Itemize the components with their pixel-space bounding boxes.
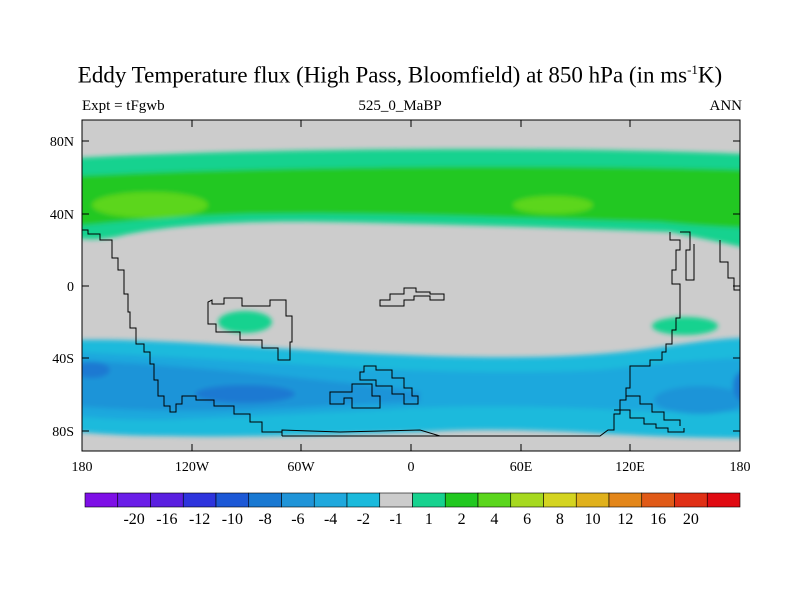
colorbar-swatch xyxy=(215,492,250,508)
colorbar-swatch xyxy=(117,492,151,508)
colorbar-swatch xyxy=(608,492,643,508)
nh-max-west xyxy=(92,192,208,218)
experiment-label: Expt = tFgwb xyxy=(82,98,165,114)
colorbar-label: 16 xyxy=(650,511,666,528)
lon-label: 120W xyxy=(175,460,210,475)
colorbar-swatch xyxy=(379,492,413,508)
colorbar-swatch xyxy=(313,492,348,508)
colorbar-label: -6 xyxy=(291,511,304,528)
lat-label: 80N xyxy=(50,135,74,150)
colorbar-label: -20 xyxy=(123,511,144,528)
nh-max-east xyxy=(513,196,593,214)
coast-far-east xyxy=(719,240,740,291)
tropical-patch-west xyxy=(218,311,272,333)
colorbar-label: -2 xyxy=(357,511,370,528)
lon-label: 120E xyxy=(615,460,645,475)
coast-southern-continent xyxy=(282,300,681,437)
colorbar-label: -16 xyxy=(156,511,177,528)
colorbar-label: 20 xyxy=(683,511,699,528)
colorbar-label: -12 xyxy=(189,511,210,528)
colorbar-swatch xyxy=(248,492,282,508)
colorbar-swatch xyxy=(182,492,217,508)
colorbar-swatch xyxy=(412,492,446,508)
lat-label: 0 xyxy=(67,280,74,295)
coast-americas xyxy=(82,229,283,436)
island-west xyxy=(207,297,293,361)
colorbar-swatch xyxy=(346,492,381,508)
coast-east-island-2 xyxy=(626,395,681,426)
lat-label: 80S xyxy=(52,425,74,440)
contour-field xyxy=(82,120,740,451)
sh-max-central xyxy=(195,385,295,403)
colorbar-swatch xyxy=(641,492,675,508)
colorbar-label: 6 xyxy=(523,511,531,528)
colorbar-label: -10 xyxy=(222,511,243,528)
coastlines xyxy=(82,229,740,437)
tropical-patch-east xyxy=(652,317,718,335)
lat-label: 40S xyxy=(52,352,74,367)
colorbar-label: 1 xyxy=(425,511,433,528)
island-tropical-east xyxy=(379,287,445,307)
plot-title: Eddy Temperature flux (High Pass, Bloomf… xyxy=(77,62,723,88)
colorbar-swatch xyxy=(575,492,610,508)
colorbar-labels: -20 -16 -12 -10 -8 -6 -4 -2 -1 1 2 4 6 8 10 12 16 20 xyxy=(123,511,698,528)
colorbar-label: -4 xyxy=(324,511,337,528)
colorbar-swatch xyxy=(444,492,479,508)
lon-label: 180 xyxy=(730,460,751,475)
colorbar-label: -8 xyxy=(258,511,271,528)
island-sh-central xyxy=(329,383,381,409)
axis-ticks xyxy=(81,120,741,451)
coast-asia-east-2 xyxy=(680,231,695,281)
lon-label: 0 xyxy=(408,460,415,475)
coast-east-island xyxy=(614,409,685,433)
season-label: ANN xyxy=(709,98,743,114)
lon-label: 180 xyxy=(72,460,93,475)
colorbar-label: 8 xyxy=(556,511,564,528)
colorbar-swatch xyxy=(706,492,741,508)
coast-west-africa xyxy=(281,429,441,437)
sh-max-west xyxy=(82,362,110,378)
lat-label: 40N xyxy=(50,208,74,223)
island-sh-central-2 xyxy=(359,365,419,405)
colorbar-label: 2 xyxy=(458,511,466,528)
colorbar-label: 12 xyxy=(617,511,633,528)
colorbar-label: 10 xyxy=(585,511,601,528)
colorbar-swatch xyxy=(477,492,512,508)
sh-east-edge xyxy=(733,371,740,401)
colorbar-swatch xyxy=(150,492,184,508)
lat-labels: 80N 40N 0 40S 80S xyxy=(50,135,74,440)
lon-label: 60W xyxy=(287,460,315,475)
colorbar-swatch xyxy=(84,492,119,508)
sh-east-core xyxy=(654,386,740,414)
colorbar-label: 4 xyxy=(490,511,498,528)
coast-asia-east xyxy=(669,232,681,300)
colorbar-swatch xyxy=(674,492,708,508)
nh-main-band xyxy=(82,166,740,228)
colorbar-swatch xyxy=(543,492,577,508)
colorbar xyxy=(84,492,741,508)
lon-labels: 180 120W 60W 0 60E 120E 180 xyxy=(72,460,751,475)
colorbar-swatch xyxy=(510,492,544,508)
colorbar-swatch xyxy=(281,492,315,508)
lon-label: 60E xyxy=(510,460,533,475)
colorbar-label: -1 xyxy=(389,511,402,528)
case-label: 525_0_MaBP xyxy=(358,98,442,114)
